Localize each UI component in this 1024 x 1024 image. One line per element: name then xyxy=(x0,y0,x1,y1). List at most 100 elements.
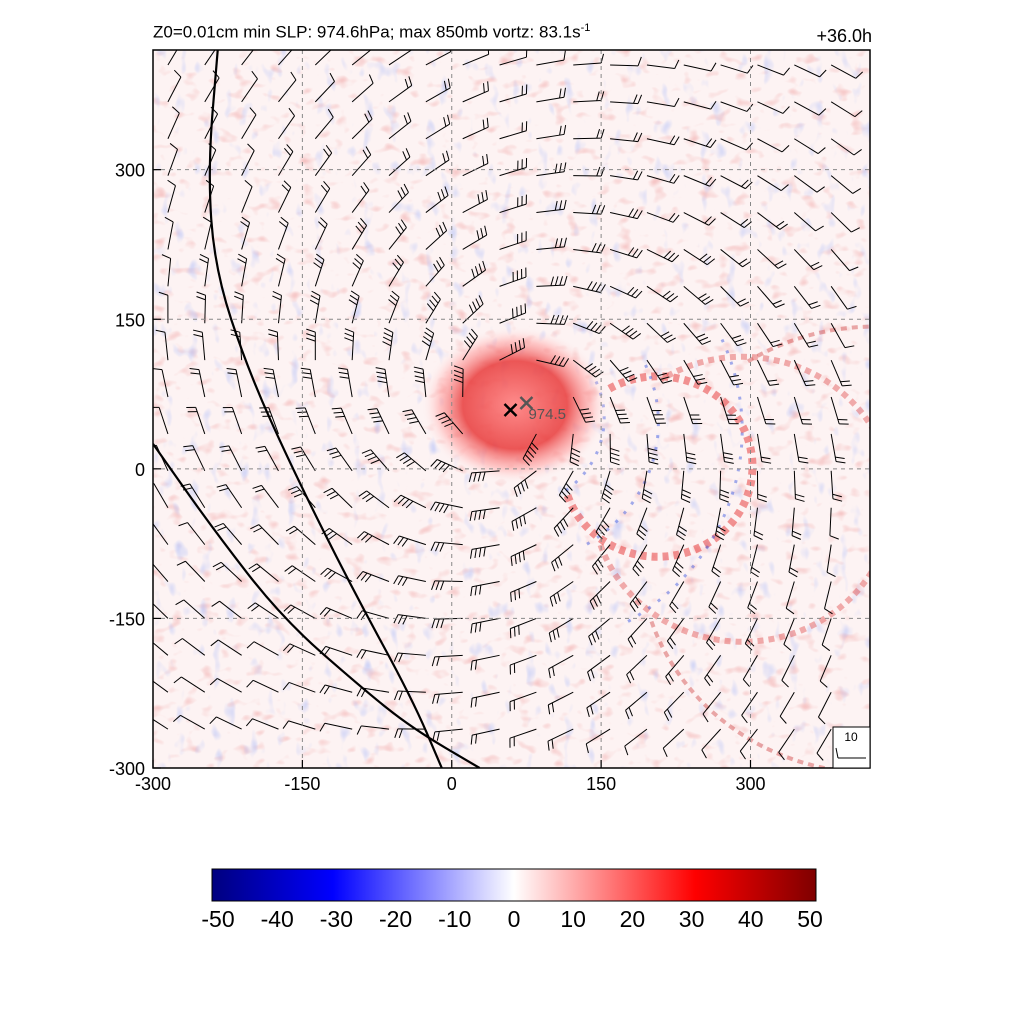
storm-markers: 974.5 xyxy=(503,396,566,423)
wind-barb xyxy=(314,181,331,213)
wind-barb xyxy=(573,204,606,215)
wind-barb xyxy=(750,544,760,578)
wind-barb xyxy=(757,359,780,386)
rainband-ring xyxy=(563,372,757,561)
wind-barb xyxy=(509,728,537,748)
wind-barb xyxy=(153,563,169,582)
wind-barb xyxy=(536,355,570,367)
wind-barb xyxy=(646,248,680,263)
wind-barb xyxy=(830,64,864,79)
wind-barb xyxy=(430,541,463,552)
wind-barb xyxy=(739,728,758,760)
wind-barb xyxy=(199,253,210,287)
wind-barb xyxy=(241,180,253,213)
wind-barb xyxy=(248,563,279,582)
wind-barb xyxy=(357,531,390,546)
wind-barb xyxy=(708,581,722,614)
wind-barb xyxy=(510,544,537,567)
wind-barb xyxy=(164,216,174,250)
wind-barb xyxy=(499,121,528,140)
wind-barb xyxy=(425,256,445,287)
wind-barb xyxy=(394,690,426,701)
wind-barb xyxy=(216,484,243,509)
wind-barb xyxy=(587,654,611,682)
wind-barb xyxy=(344,328,355,361)
wind-barb xyxy=(683,285,714,305)
wind-barb xyxy=(394,728,426,739)
wind-barb xyxy=(757,249,787,269)
wind-barb xyxy=(499,50,528,66)
wind-barb xyxy=(547,691,574,715)
wind-barb xyxy=(388,112,412,140)
wind-barb xyxy=(192,329,206,361)
wind-barb xyxy=(351,146,372,176)
wind-barb xyxy=(646,322,676,343)
wind-barb xyxy=(757,175,789,192)
wind-barb xyxy=(711,544,722,578)
colorbar-tick-label: -20 xyxy=(379,906,412,932)
wind-barb xyxy=(720,285,750,307)
wind-barb xyxy=(319,722,353,732)
wind-barb xyxy=(669,581,685,614)
wind-barb xyxy=(499,84,528,103)
wind-barb xyxy=(573,166,605,177)
wind-barb xyxy=(646,173,680,184)
plot-frame xyxy=(152,49,871,769)
wind-barb xyxy=(241,50,254,66)
wind-barb xyxy=(210,639,242,656)
wind-legend-label: 10 xyxy=(844,730,858,744)
wind-barb xyxy=(314,144,333,176)
wind-barb xyxy=(646,359,673,384)
wind-barb xyxy=(393,494,427,509)
wind-barb xyxy=(470,728,500,745)
wind-barb xyxy=(714,507,726,541)
wind-barb xyxy=(209,678,242,693)
wind-barb xyxy=(536,50,566,66)
wind-barb xyxy=(278,50,293,66)
wind-barb xyxy=(209,716,242,730)
colorbar-ticks: -50 -40 -30 -20 -10 0 10 20 30 40 50 xyxy=(201,906,822,932)
wind-barb xyxy=(314,108,334,140)
wind-barb xyxy=(212,561,242,582)
wind-barb xyxy=(425,186,449,213)
wind-barb xyxy=(425,150,450,177)
wind-barb xyxy=(367,408,390,435)
wind-barb xyxy=(499,157,528,177)
wind-barb xyxy=(551,544,574,572)
wind-barb xyxy=(468,470,500,483)
wind-barb xyxy=(719,470,730,503)
colorbar-tick-label: 30 xyxy=(679,906,705,932)
wind-barb xyxy=(283,604,316,619)
wind-barb xyxy=(278,144,294,176)
wind-barb xyxy=(536,199,567,214)
wind-barb xyxy=(202,216,212,250)
wind-barb xyxy=(788,544,799,578)
wind-barb xyxy=(153,523,169,545)
wind-barb xyxy=(321,528,353,546)
wind-barb xyxy=(704,655,722,687)
wind-barb xyxy=(783,618,795,651)
wind-barb xyxy=(816,728,832,761)
colorbar-tick-label: 20 xyxy=(620,906,646,932)
wind-barb xyxy=(793,249,823,271)
wind-barb xyxy=(167,179,176,213)
wind-barb xyxy=(211,600,242,619)
wind-barb xyxy=(351,253,364,287)
x-tick-label: 150 xyxy=(586,774,616,794)
rainbands xyxy=(557,324,870,768)
wind-barb xyxy=(470,691,500,708)
wind-barb xyxy=(536,87,566,103)
wind-barb xyxy=(268,329,279,361)
wind-barb xyxy=(382,327,394,361)
wind-barb xyxy=(821,618,832,652)
wind-barb xyxy=(388,148,411,177)
wind-barb xyxy=(338,367,353,398)
wind-barb xyxy=(757,138,790,153)
chart-title: Z0=0.01cm min SLP: 974.6hPa; max 850mb v… xyxy=(153,22,591,42)
wind-barb xyxy=(536,237,567,250)
wind-barb xyxy=(375,367,390,398)
colorbar-tick-label: -30 xyxy=(320,906,353,932)
wind-barb xyxy=(323,487,353,509)
y-tick-label: 300 xyxy=(115,161,145,181)
wind-barb xyxy=(245,718,279,730)
